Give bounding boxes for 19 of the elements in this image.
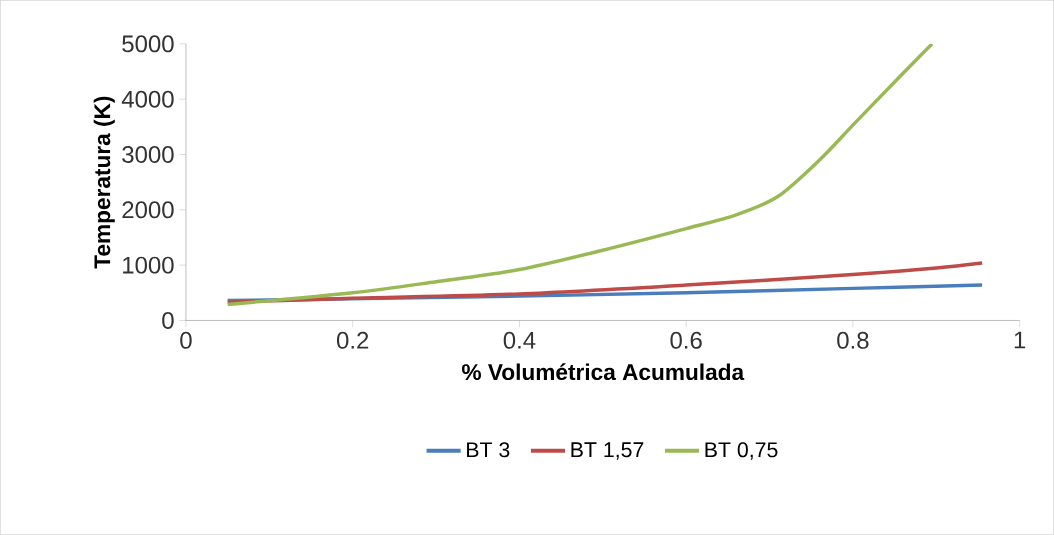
x-tick-label: 0.6 [670, 331, 702, 349]
line-series [225, 43, 934, 307]
y-tick-label: 3000 [122, 146, 174, 164]
y-tick-label: 1000 [123, 256, 174, 274]
x-axis-title: % Volumétrica Acumulada [462, 363, 745, 381]
x-tick-label: 0.4 [503, 331, 536, 349]
legend-label: BT 3 [467, 442, 510, 458]
x-tick-label: 0 [180, 331, 192, 349]
x-tick-label: 1 [1014, 331, 1026, 349]
x-tick-label: 0.8 [837, 331, 869, 349]
y-tick-label: 0 [162, 312, 174, 330]
y-tick-label: 2000 [122, 201, 174, 219]
line-series [225, 261, 984, 305]
y-tick-label: 4000 [121, 90, 174, 108]
x-tick-label: 0.2 [336, 331, 369, 349]
legend-label: BT 1,57 [571, 442, 644, 460]
y-tick-label: 5000 [122, 35, 174, 53]
y-axis-title: Temperatura (K) [93, 96, 115, 269]
legend-label: BT 0,75 [705, 442, 778, 460]
